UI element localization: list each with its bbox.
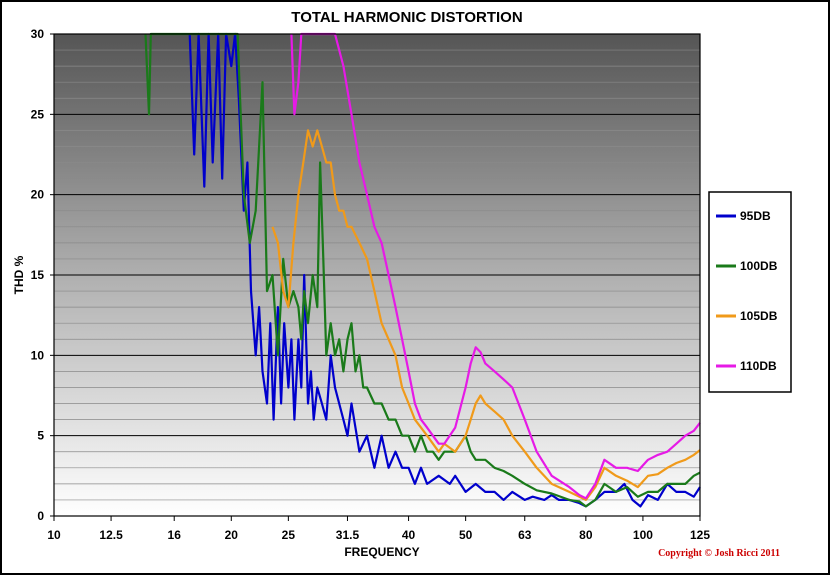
x-tick-label: 100	[633, 528, 653, 542]
series-line-110db	[290, 32, 701, 500]
legend: 95DB 100DB 105DB 110DB	[716, 209, 778, 373]
chart-title: TOTAL HARMONIC DISTORTION	[291, 9, 522, 26]
x-axis-ticks: 10 12.5 16 20 25 31.5 40 50 63 80 100 125	[47, 516, 710, 542]
legend-label: 100DB	[740, 259, 778, 273]
x-tick-label: 16	[168, 528, 182, 542]
copyright-text: Copyright © Josh Ricci 2011	[658, 548, 780, 559]
x-tick-label: 40	[402, 528, 416, 542]
legend-label: 110DB	[740, 359, 777, 373]
y-tick-label: 25	[31, 107, 45, 121]
x-tick-label: 50	[459, 528, 473, 542]
y-tick-label: 20	[31, 188, 45, 202]
y-tick-label: 15	[31, 268, 45, 282]
y-tick-label: 10	[31, 348, 45, 362]
y-tick-label: 0	[37, 509, 44, 523]
legend-label: 105DB	[740, 309, 778, 323]
series-line-105db	[271, 129, 701, 501]
x-tick-label: 80	[579, 528, 593, 542]
y-axis-label: THD %	[12, 255, 26, 294]
legend-box	[708, 191, 792, 393]
plot-border	[53, 33, 701, 517]
x-tick-label: 10	[47, 528, 61, 542]
x-tick-label: 12.5	[99, 528, 123, 542]
x-tick-label: 125	[690, 528, 710, 542]
x-tick-label: 63	[518, 528, 532, 542]
legend-label: 95DB	[740, 209, 771, 223]
x-tick-label: 20	[225, 528, 239, 542]
series-lines	[144, 32, 701, 508]
y-tick-label: 5	[37, 429, 44, 443]
y-axis-ticks: 0 5 10 15 20 25 30	[31, 27, 54, 523]
x-tick-label: 25	[282, 528, 296, 542]
x-axis-label: FREQUENCY	[344, 545, 419, 559]
x-tick-label: 31.5	[336, 528, 360, 542]
y-tick-label: 30	[31, 27, 45, 41]
